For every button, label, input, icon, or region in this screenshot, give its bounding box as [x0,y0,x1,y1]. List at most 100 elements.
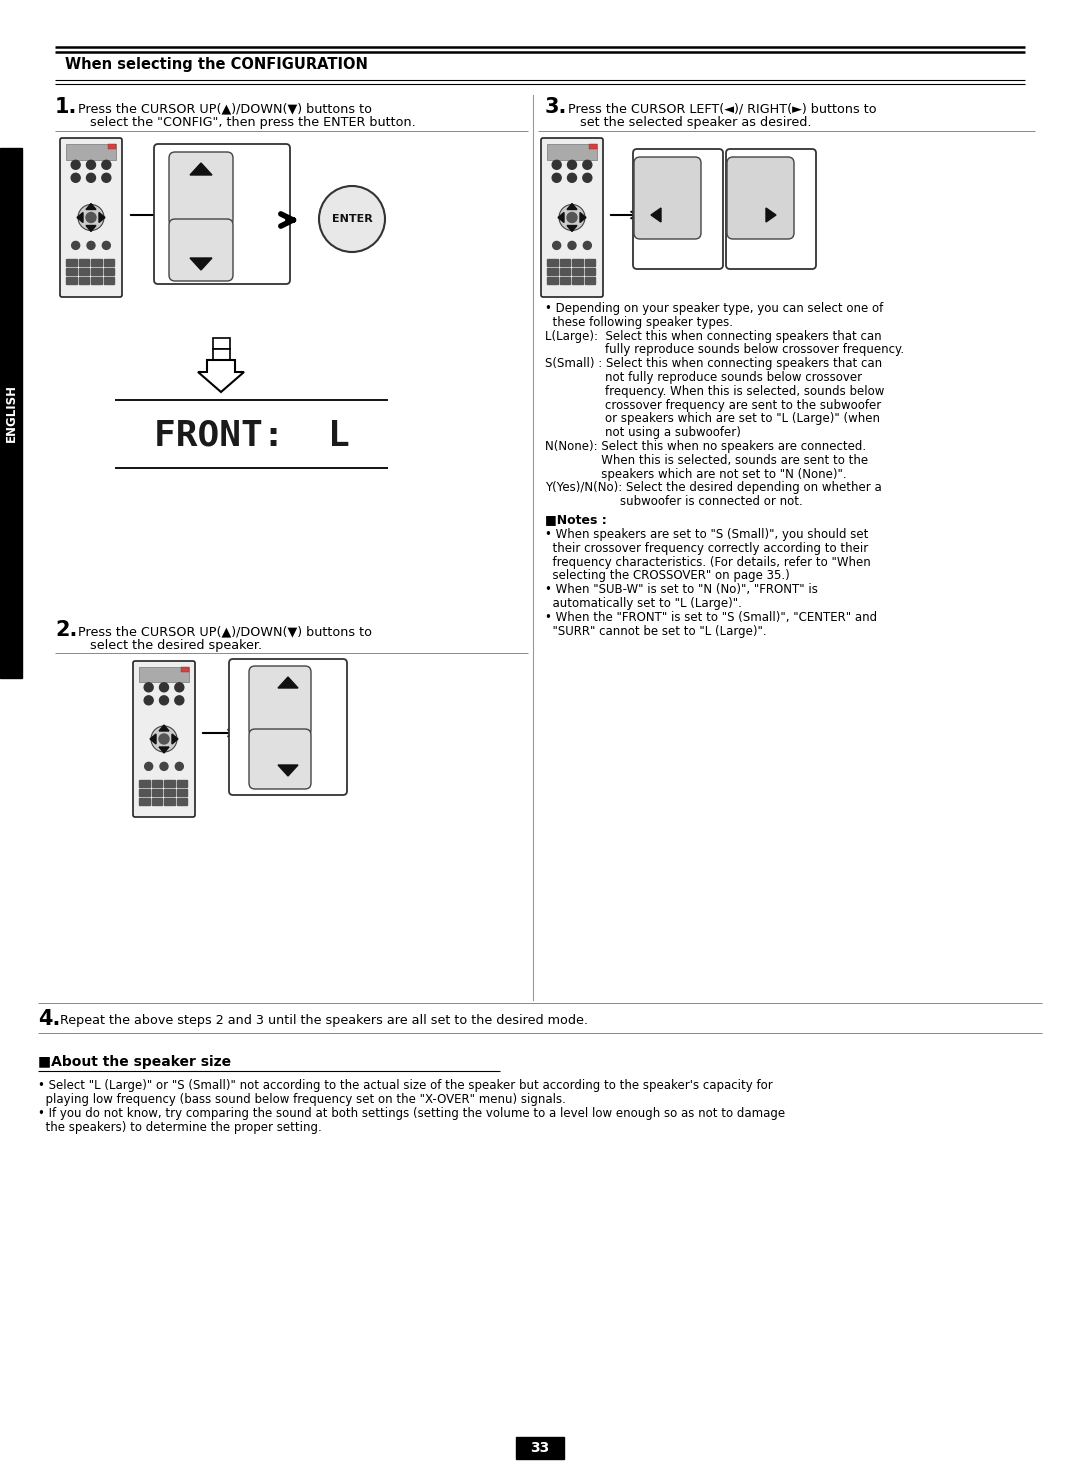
Circle shape [160,762,168,771]
FancyBboxPatch shape [541,138,603,297]
Circle shape [71,160,80,169]
Text: FRONT:  L: FRONT: L [154,419,350,453]
Bar [559,268,570,275]
Text: ■Notes :: ■Notes : [545,513,607,527]
Circle shape [552,173,562,182]
Polygon shape [580,213,586,222]
Text: the speakers) to determine the proper setting.: the speakers) to determine the proper se… [38,1121,322,1134]
Text: ■About the speaker size: ■About the speaker size [38,1055,231,1069]
Polygon shape [190,163,212,175]
Bar [164,779,175,787]
Bar [66,143,116,160]
Bar [66,278,77,284]
Bar [213,349,230,359]
Polygon shape [766,209,777,222]
Bar [546,143,597,160]
Circle shape [86,160,95,169]
FancyBboxPatch shape [168,152,233,226]
Circle shape [86,213,96,222]
Bar [0,148,22,677]
Bar [546,259,557,266]
Circle shape [559,204,585,231]
Bar [176,788,187,796]
Bar [584,259,595,266]
FancyBboxPatch shape [634,157,701,240]
Polygon shape [99,213,105,222]
Bar [584,268,595,275]
Bar [79,268,89,275]
Text: • If you do not know, try comparing the sound at both settings (setting the volu: • If you do not know, try comparing the … [38,1106,785,1120]
Polygon shape [77,213,83,222]
Polygon shape [86,204,96,210]
Text: not using a subwoofer): not using a subwoofer) [545,426,741,439]
Text: S(Small) : Select this when connecting speakers that can: S(Small) : Select this when connecting s… [545,358,882,370]
Text: 4.: 4. [38,1009,60,1029]
Polygon shape [86,225,96,232]
Bar [79,259,89,266]
Polygon shape [159,747,168,753]
Text: or speakers which are set to "L (Large)" (when: or speakers which are set to "L (Large)"… [545,413,880,426]
Text: 2.: 2. [55,620,78,640]
Text: When selecting the CONFIGURATION: When selecting the CONFIGURATION [65,58,368,72]
Text: subwoofer is connected or not.: subwoofer is connected or not. [545,495,802,509]
Bar [139,788,149,796]
Polygon shape [567,204,577,210]
Bar [546,278,557,284]
Polygon shape [198,359,244,392]
Bar [104,259,114,266]
Circle shape [160,683,168,692]
FancyBboxPatch shape [168,219,233,281]
Bar [104,268,114,275]
Text: these following speaker types.: these following speaker types. [545,317,733,328]
Bar [572,278,582,284]
Text: playing low frequency (bass sound below frequency set on the "X-OVER" menu) sign: playing low frequency (bass sound below … [38,1093,566,1106]
Circle shape [145,762,152,771]
Circle shape [102,160,111,169]
Bar [181,667,189,671]
Bar [559,278,570,284]
Polygon shape [278,677,298,688]
Text: select the "CONFIG", then press the ENTER button.: select the "CONFIG", then press the ENTE… [90,115,416,129]
Text: selecting the CROSSOVER" on page 35.): selecting the CROSSOVER" on page 35.) [545,569,789,583]
Bar [176,779,187,787]
Circle shape [151,726,177,751]
Bar [139,799,149,805]
Polygon shape [567,225,577,232]
Circle shape [568,241,576,250]
Circle shape [567,160,577,169]
Circle shape [71,241,80,250]
Bar [108,143,116,149]
Text: • When speakers are set to "S (Small)", you should set: • When speakers are set to "S (Small)", … [545,528,868,541]
Text: automatically set to "L (Large)".: automatically set to "L (Large)". [545,598,742,609]
Bar [584,278,595,284]
Bar [151,788,162,796]
Bar [546,268,557,275]
Bar [516,1438,564,1458]
Circle shape [319,186,384,251]
FancyBboxPatch shape [154,143,291,284]
Text: SEARCH M.: SEARCH M. [178,263,225,272]
Bar [572,259,582,266]
Bar [139,667,189,682]
Circle shape [583,241,592,250]
Text: 1.: 1. [55,98,78,117]
Circle shape [552,160,562,169]
FancyBboxPatch shape [249,729,311,788]
Circle shape [175,762,184,771]
Polygon shape [278,765,298,776]
Bar [151,799,162,805]
Text: Y(Yes)/N(No): Select the desired depending on whether a: Y(Yes)/N(No): Select the desired dependi… [545,481,881,494]
Polygon shape [558,213,564,222]
Bar [91,259,102,266]
FancyBboxPatch shape [229,660,347,796]
FancyBboxPatch shape [249,666,311,737]
Circle shape [144,695,153,705]
Bar [66,259,77,266]
Text: SEL: SEL [750,180,771,189]
Text: • When the "FRONT" is set to "S (Small)", "CENTER" and: • When the "FRONT" is set to "S (Small)"… [545,611,877,624]
FancyBboxPatch shape [727,157,794,240]
Text: 33: 33 [530,1441,550,1455]
Bar [164,788,175,796]
Text: speakers which are not set to "N (None)".: speakers which are not set to "N (None)"… [545,467,847,481]
Bar [79,278,89,284]
